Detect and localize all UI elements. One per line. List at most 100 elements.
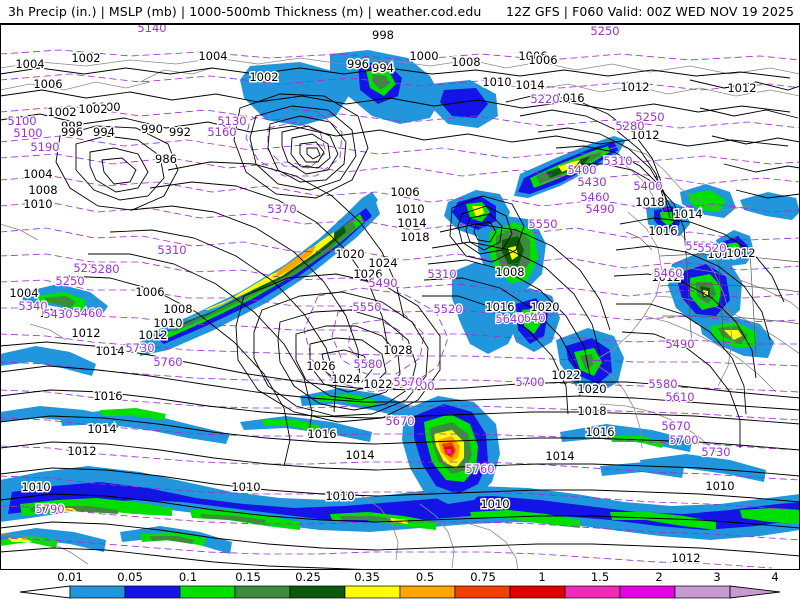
thickness-label: 5520 <box>433 302 462 316</box>
isobar-label: 1010 <box>21 480 50 494</box>
colorbar-segment <box>674 585 731 599</box>
precip-region-gulf-alaska <box>444 190 546 292</box>
colorbar-tick-label: 0.75 <box>470 570 496 584</box>
isobar-label: 1010 <box>153 316 182 330</box>
isobar-label: 1002 <box>249 70 278 84</box>
thickness-label: 5250 <box>55 274 84 288</box>
isobar-label: 1016 <box>307 427 336 441</box>
isobar-label: 1012 <box>671 551 700 565</box>
colorbar-tick-label: 1.5 <box>590 570 610 584</box>
colorbar-tick-label: 2 <box>655 570 663 584</box>
isobar-label: 1020 <box>577 382 606 396</box>
isobar-label: 998 <box>372 28 394 42</box>
thickness-label: 5670 <box>661 419 690 433</box>
header-separator-4: | <box>563 4 569 19</box>
header-right-text: 12Z GFS | F060 Valid: 00Z WED NOV 19 2025 <box>506 4 794 19</box>
colorbar-segment <box>179 585 236 599</box>
thickness-label: 5280 <box>615 119 644 133</box>
isobar-label: 1000 <box>409 49 438 63</box>
colorbar-tick-label: 0.01 <box>57 570 83 584</box>
colorbar-tick-label: 3 <box>713 570 721 584</box>
header-field-source: weather.cod.edu <box>375 4 482 19</box>
isobar-label: 1012 <box>67 444 96 458</box>
thickness-label: 5250 <box>635 110 664 124</box>
colorbar-segment <box>509 585 566 599</box>
thickness-label: 5370 <box>267 202 296 216</box>
isobar-label: 1010 <box>231 480 260 494</box>
colorbar-graphic <box>19 585 781 599</box>
precipitation-shading-layer <box>0 50 800 554</box>
isobar-label: 990 <box>141 122 163 136</box>
isobar-label: 1012 <box>726 246 755 260</box>
geography-coastline-layer <box>0 57 800 570</box>
colorbar-segment <box>69 585 126 599</box>
isobar-label: 986 <box>155 152 177 166</box>
thickness-label: 5490 <box>585 202 614 216</box>
isobar-label: 1004 <box>9 286 38 300</box>
thickness-label: 5140 <box>137 24 166 35</box>
thickness-label: 5220 <box>73 261 102 275</box>
thickness-label: 5100 <box>7 114 36 128</box>
thickness-label: 5460 <box>653 266 682 280</box>
thickness-label: 5280 <box>90 262 119 276</box>
thickness-label: 5580 <box>353 357 382 371</box>
isobar-label: 1014 <box>545 449 574 463</box>
thickness-label: 5310 <box>603 154 632 168</box>
header-forecast-hour: F060 <box>572 4 604 19</box>
thickness-label: 5610 <box>665 390 694 404</box>
thickness-label: 5580 <box>648 377 677 391</box>
isobar-label: 1012 <box>727 81 756 95</box>
colorbar-tick-label: 0.35 <box>354 570 380 584</box>
isobar-label: 1026 <box>353 267 382 281</box>
isobar-label: 1018 <box>577 404 606 418</box>
isobar-label: 1006 <box>33 77 62 91</box>
header-separator-3: | <box>367 4 372 19</box>
thickness-label: 5760 <box>153 355 182 369</box>
isobar-label: 996 <box>347 57 369 71</box>
colorbar-segment <box>344 585 401 599</box>
isobar-label: 1010 <box>705 479 734 493</box>
thickness-label: 5550 <box>528 217 557 231</box>
isobar-label: 1006 <box>528 53 557 67</box>
thickness-label: 5760 <box>465 462 494 476</box>
colorbar-tick-label: 0.15 <box>235 570 261 584</box>
colorbar-left-cap <box>19 585 71 599</box>
precip-colorbar: 0.01 0.05 0.1 0.15 0.25 0.35 0.5 0.75 1 1.5 2 3 4 <box>0 570 800 600</box>
thickness-label: 5490 <box>665 337 694 351</box>
precip-region-south-pacific-scatter <box>0 406 372 444</box>
thickness-label: 5490 <box>368 276 397 290</box>
thickness-label: 5460 <box>580 190 609 204</box>
isobar-label: 1014 <box>95 344 124 358</box>
colorbar-segment <box>289 585 346 599</box>
colorbar-tick-label: 0.5 <box>415 570 435 584</box>
colorbar-tick-label: 1 <box>538 570 546 584</box>
precip-region-mid-pacific-scatter <box>0 284 410 418</box>
precip-region-aleutian-band <box>514 136 626 198</box>
thickness-label: 5640 <box>495 312 524 326</box>
weather-map-canvas[interactable]: 1004 1006 1002 998 996 994 1000 1002 990 992 986 10… <box>0 24 800 570</box>
isobar-label: 994 <box>93 125 115 139</box>
isobar-label: 1002 <box>78 102 107 116</box>
thickness-label: 5790 <box>35 502 64 516</box>
header-separator-1: | <box>100 4 105 19</box>
colorbar-segment <box>234 585 291 599</box>
isobar-label: 994 <box>372 61 394 75</box>
isobar-label: 1020 <box>530 300 559 314</box>
isobar-label: 1006 <box>518 49 547 63</box>
thickness-label: 5430 <box>43 307 72 321</box>
isobar-label: 1004 <box>23 167 52 181</box>
isobar-label: 1016 <box>93 389 122 403</box>
isobar-label: 1022 <box>363 377 392 391</box>
isobar-label: 1000 <box>91 100 120 114</box>
header-separator-2: | <box>180 4 186 19</box>
isobar-label: 1016 <box>585 425 614 439</box>
colorbar-segment <box>454 585 511 599</box>
header-left-text: 3h Precip (in.) | MSLP (mb) | 1000-500mb Thi… <box>8 4 481 19</box>
isobar-label: 996 <box>61 125 83 139</box>
isobar-label: 1018 <box>635 195 664 209</box>
isobar-label: 1016 <box>555 91 584 105</box>
isobar-label: 1010 <box>23 197 52 211</box>
isobar-label: 992 <box>169 125 191 139</box>
